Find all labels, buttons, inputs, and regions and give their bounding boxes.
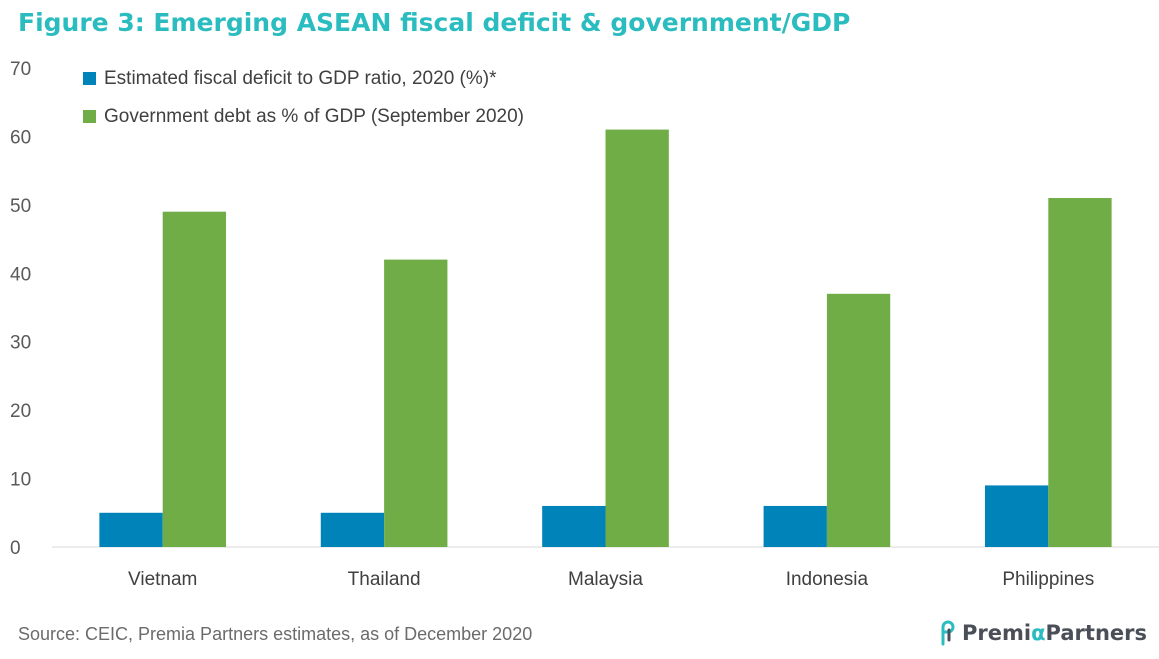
x-tick-label: Malaysia	[568, 569, 643, 590]
bar-government-debt	[1048, 198, 1112, 547]
x-tick-label: Indonesia	[786, 569, 869, 590]
y-tick-label: 20	[10, 401, 31, 422]
bar-fiscal-deficit	[542, 505, 606, 547]
logo-text: PremiαPartners	[962, 621, 1147, 645]
y-tick-label: 30	[10, 333, 31, 354]
y-tick-label: 10	[10, 470, 31, 491]
bar-government-debt	[605, 129, 669, 548]
bar-government-debt	[384, 259, 448, 547]
bar-government-debt	[162, 211, 227, 547]
y-tick-label: 50	[10, 196, 31, 217]
x-tick-label: Vietnam	[128, 569, 197, 590]
x-tick-label: Thailand	[348, 569, 421, 590]
y-tick-label: 70	[10, 59, 31, 80]
y-tick-label: 60	[10, 127, 31, 148]
bar-fiscal-deficit	[320, 512, 385, 547]
bar-fiscal-deficit	[763, 505, 827, 547]
bar-fiscal-deficit	[99, 512, 163, 547]
chart-title: Figure 3: Emerging ASEAN fiscal deficit …	[18, 8, 851, 37]
x-tick-label: Philippines	[1002, 569, 1094, 590]
source-note: Source: CEIC, Premia Partners estimates,…	[18, 624, 533, 644]
logo-mark-icon	[941, 620, 955, 646]
premia-partners-logo: PremiαPartners	[938, 620, 1147, 646]
y-tick-label: 40	[10, 264, 31, 285]
legend-swatch	[83, 72, 96, 85]
legend-swatch	[83, 110, 96, 123]
legend-label: Estimated fiscal deficit to GDP ratio, 2…	[104, 68, 497, 89]
y-tick-label: 0	[10, 538, 21, 559]
bar-fiscal-deficit	[984, 485, 1049, 547]
legend-label: Government debt as % of GDP (September 2…	[104, 106, 524, 127]
bar-government-debt	[826, 293, 891, 547]
